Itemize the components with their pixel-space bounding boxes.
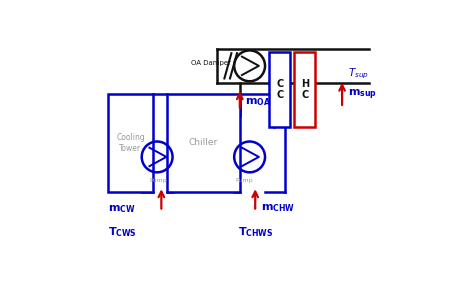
FancyBboxPatch shape <box>269 52 290 127</box>
Text: $\mathbf{T_{CHWS}}$: $\mathbf{T_{CHWS}}$ <box>238 226 274 239</box>
Text: $T_{sup}$: $T_{sup}$ <box>348 67 369 81</box>
Text: $\mathbf{m_{CHW}}$: $\mathbf{m_{CHW}}$ <box>261 202 295 214</box>
Text: C
C: C C <box>276 79 283 100</box>
Text: OA Damper: OA Damper <box>191 60 231 66</box>
Text: Cooling
Tower: Cooling Tower <box>116 133 145 153</box>
Text: $\mathbf{m_{sup}}$: $\mathbf{m_{sup}}$ <box>348 88 377 102</box>
Text: H
C: H C <box>301 79 309 100</box>
Text: SF: SF <box>268 81 276 87</box>
Text: $\mathbf{T_{CWS}}$: $\mathbf{T_{CWS}}$ <box>108 226 137 239</box>
Text: Pump: Pump <box>235 178 253 183</box>
Text: $\mathbf{m_{CW}}$: $\mathbf{m_{CW}}$ <box>108 203 136 215</box>
FancyBboxPatch shape <box>294 52 316 127</box>
Text: Chiller: Chiller <box>189 138 218 147</box>
FancyBboxPatch shape <box>167 94 240 192</box>
Text: Pump: Pump <box>150 178 167 183</box>
Text: $\mathbf{m_{OA}}$: $\mathbf{m_{OA}}$ <box>246 97 272 108</box>
FancyBboxPatch shape <box>108 94 153 192</box>
